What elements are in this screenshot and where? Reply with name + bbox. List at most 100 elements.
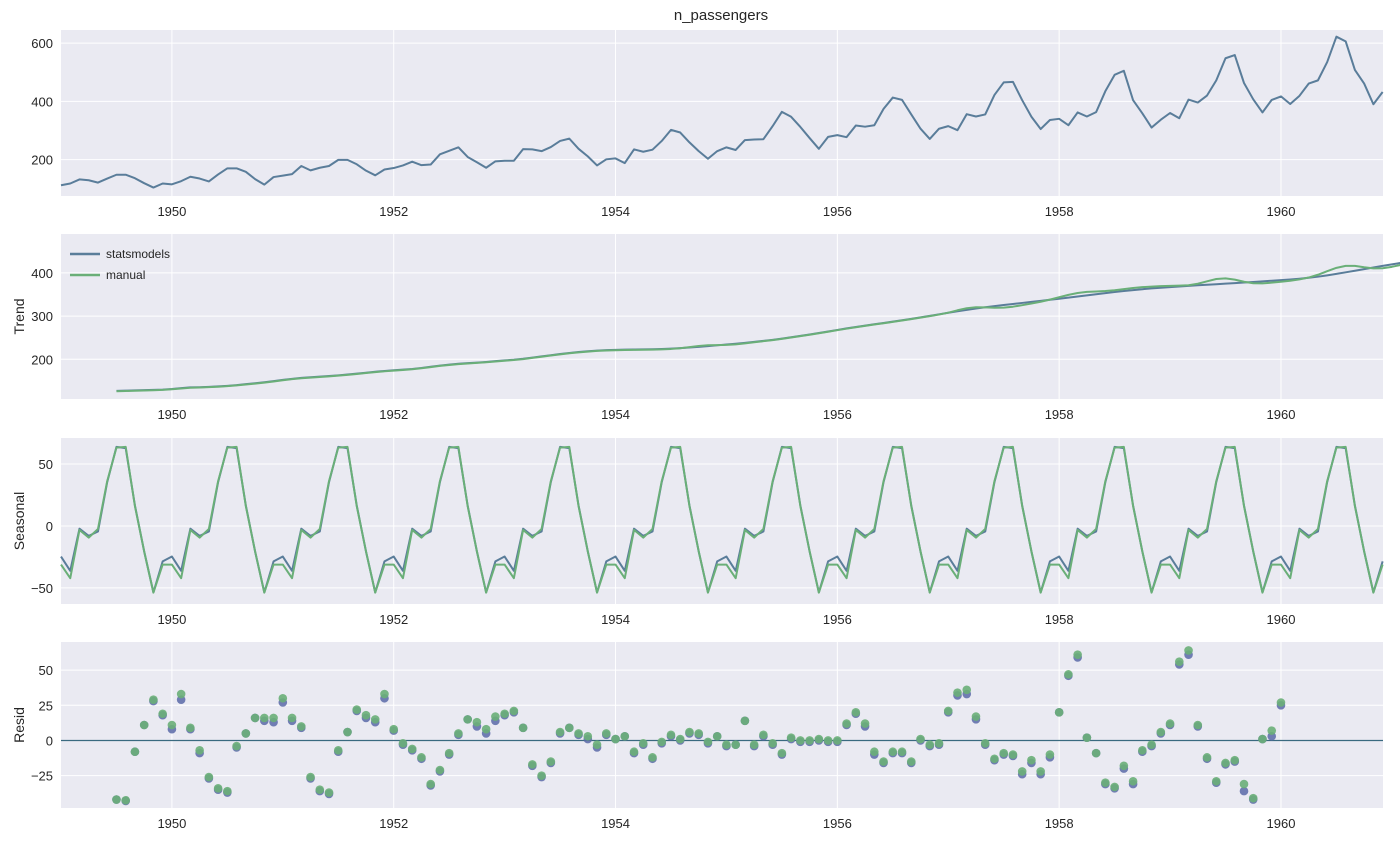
resid-point-manual xyxy=(592,740,602,749)
resid-point-manual xyxy=(509,706,519,716)
y-tick-label: 25 xyxy=(39,698,53,713)
x-tick-label: 1952 xyxy=(379,612,408,627)
resid-point-manual xyxy=(712,731,722,741)
series-line-manual xyxy=(116,264,1400,393)
resid-point-manual xyxy=(139,720,149,730)
plot-area xyxy=(61,438,1383,604)
resid-point-manual xyxy=(943,706,953,716)
resid-point-manual xyxy=(1027,755,1036,765)
resid-point-manual xyxy=(1008,750,1018,759)
y-tick-label: 50 xyxy=(39,457,53,472)
x-tick-label: 1960 xyxy=(1267,816,1296,831)
resid-point-manual xyxy=(666,730,676,740)
y-tick-label: 400 xyxy=(31,94,53,109)
resid-point-manual xyxy=(860,719,870,728)
resid-point-manual xyxy=(528,760,537,769)
series-line-statsmodels xyxy=(60,445,1384,594)
resid-point-manual xyxy=(897,747,907,757)
resid-point-manual xyxy=(1054,708,1064,717)
resid-point-manual xyxy=(805,736,814,745)
x-tick-label: 1954 xyxy=(601,407,630,422)
resid-point-manual xyxy=(223,786,232,796)
resid-point-manual xyxy=(1045,750,1055,759)
figure-title: n_passengers xyxy=(674,7,768,24)
x-tick-label: 1956 xyxy=(823,612,852,627)
resid-point-manual xyxy=(1175,657,1184,666)
resid-point-manual xyxy=(731,740,740,749)
resid-point-manual xyxy=(407,744,417,754)
plot-area xyxy=(61,642,1383,808)
panel-1: 1950 1952 1954 1956 1958 1960 200 400 600 xyxy=(31,30,1384,219)
resid-point-manual xyxy=(574,729,583,738)
resid-point-manual xyxy=(1128,776,1138,786)
resid-point-manual xyxy=(833,736,842,745)
y-tick-label: 200 xyxy=(31,153,53,168)
legend-label-statsmodels: statsmodels xyxy=(106,247,170,261)
series-line-manual xyxy=(60,445,1384,594)
resid-point-manual xyxy=(1267,726,1277,735)
x-tick-label: 1954 xyxy=(601,612,630,627)
resid-point-manual xyxy=(1073,650,1082,659)
resid-point-manual xyxy=(306,772,315,782)
resid-point-manual xyxy=(870,747,879,757)
resid-point-manual xyxy=(167,720,177,730)
x-tick-label: 1956 xyxy=(823,407,852,422)
resid-point-manual xyxy=(657,737,667,747)
y-tick-label: 300 xyxy=(31,309,53,324)
resid-point-manual xyxy=(620,731,630,741)
resid-point-manual xyxy=(343,727,352,737)
resid-point-manual xyxy=(629,747,639,757)
y-tick-label: 600 xyxy=(31,36,53,51)
resid-point-manual xyxy=(537,771,546,780)
resid-point-manual xyxy=(518,723,528,733)
resid-point-manual xyxy=(1119,761,1129,771)
resid-point-manual xyxy=(740,716,750,726)
resid-point-manual xyxy=(906,757,916,766)
x-tick-label: 1958 xyxy=(1045,816,1074,831)
resid-point-manual xyxy=(786,733,796,742)
resid-point-manual xyxy=(1138,746,1147,755)
resid-point-manual xyxy=(638,738,648,748)
resid-point-manual xyxy=(648,753,657,762)
resid-point-manual xyxy=(1193,720,1203,730)
y-axis-label: Seasonal xyxy=(11,492,27,550)
resid-point-manual xyxy=(380,689,389,699)
resid-point-manual xyxy=(260,713,269,723)
resid-point-manual xyxy=(962,685,972,695)
resid-point-manual xyxy=(1147,740,1156,749)
resid-point-manual xyxy=(971,712,981,721)
y-tick-label: 50 xyxy=(39,663,53,678)
x-tick-label: 1956 xyxy=(823,204,852,219)
resid-point-manual xyxy=(426,779,435,789)
resid-point-manual xyxy=(250,713,260,723)
x-tick-label: 1958 xyxy=(1045,407,1074,422)
x-tick-label: 1954 xyxy=(601,816,630,831)
resid-point-manual xyxy=(130,747,140,757)
resid-point-manual xyxy=(213,784,223,793)
resid-point-manual xyxy=(204,772,214,782)
resid-point-manual xyxy=(417,753,426,762)
resid-point-manual xyxy=(888,747,898,757)
resid-point-manual xyxy=(1248,793,1258,803)
resid-point-manual xyxy=(694,729,704,738)
resid-point-manual xyxy=(333,746,343,755)
panel-2: 1950 1952 1954 1956 1958 1960 200 300 400 Trend xyxy=(11,234,1400,422)
x-tick-label: 1956 xyxy=(823,816,852,831)
resid-point-manual xyxy=(296,722,306,731)
resid-point-manual xyxy=(851,708,861,717)
resid-point-manual xyxy=(324,788,334,797)
y-axis-label: Resid xyxy=(11,707,27,743)
y-tick-label: 0 xyxy=(46,519,53,534)
resid-point-manual xyxy=(611,734,620,744)
resid-point-manual xyxy=(398,738,408,748)
y-tick-label: 400 xyxy=(31,266,53,281)
resid-point-manual xyxy=(472,717,482,727)
resid-point-manual xyxy=(361,710,371,720)
resid-point-manual xyxy=(1276,698,1286,707)
resid-point-manual xyxy=(278,693,288,703)
resid-point-manual xyxy=(990,754,999,764)
resid-point-manual xyxy=(1211,776,1221,786)
resid-point-manual xyxy=(1221,758,1230,768)
resid-point-manual xyxy=(1091,748,1101,758)
